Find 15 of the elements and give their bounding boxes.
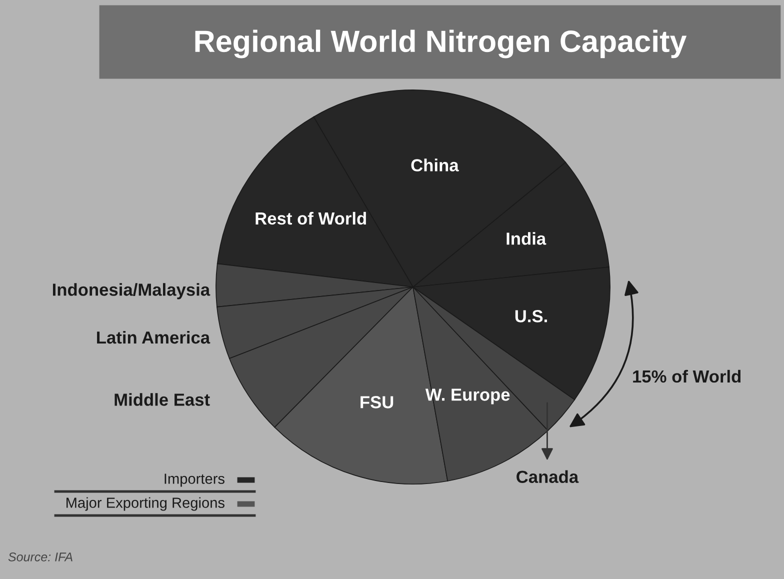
slice-label: W. Europe <box>425 388 510 404</box>
slice-label: Canada <box>516 470 579 484</box>
slice-label: Latin America <box>97 330 210 344</box>
slice-label: Middle East <box>114 393 210 406</box>
text: Importers <box>164 474 224 487</box>
source-note: Source: IFA <box>8 552 72 562</box>
slice-label: FSU <box>360 396 394 408</box>
chart-title: Regional World Nitrogen Capacity <box>195 30 687 58</box>
slice-label: India <box>506 232 546 245</box>
slice-label: Indonesia/Malaysia <box>52 283 210 300</box>
slice-label: China <box>411 158 459 172</box>
text: 15% of World <box>633 370 741 383</box>
slice-label: U.S. <box>515 310 547 322</box>
slice-label: Rest of World <box>256 212 366 225</box>
text: Major Exporting Regions <box>66 497 224 511</box>
